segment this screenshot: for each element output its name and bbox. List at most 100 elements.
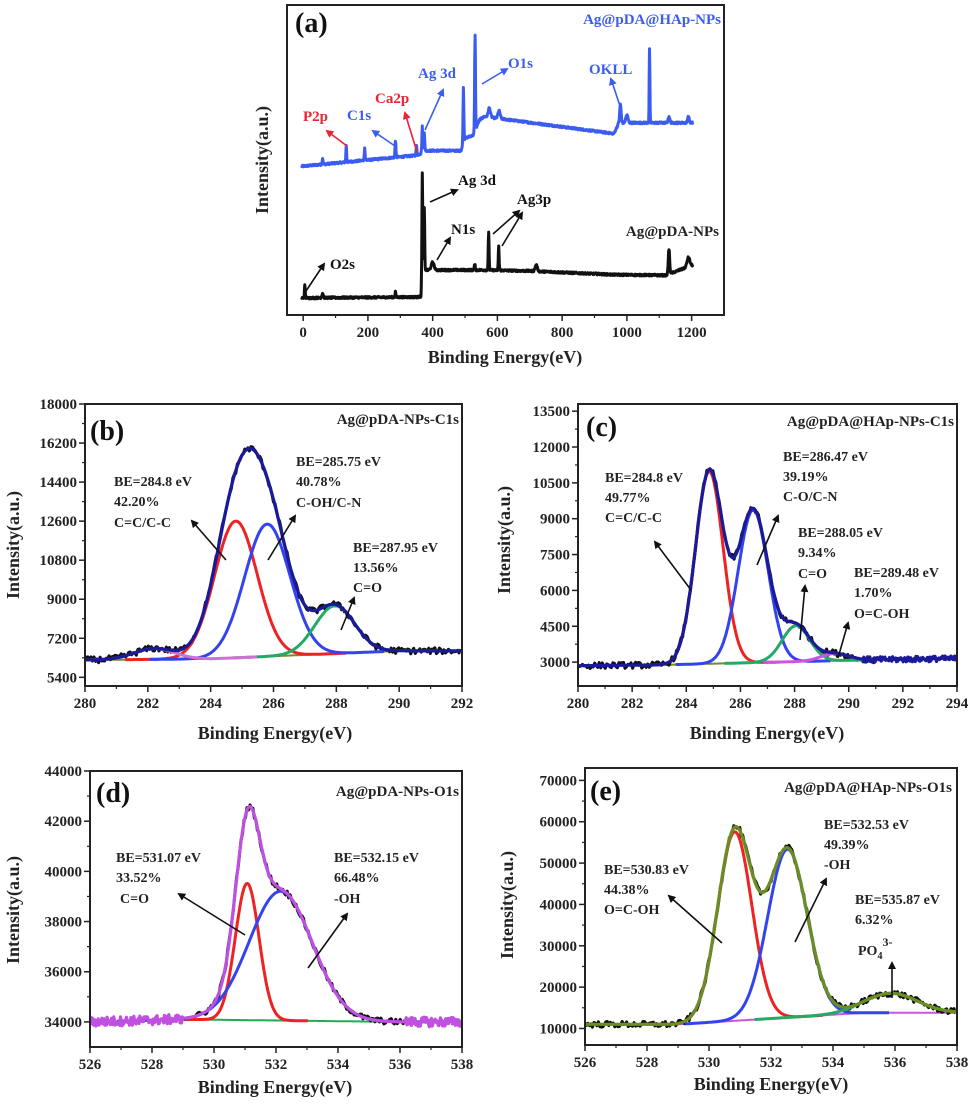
annotation-assignment: C=C/C-C — [605, 511, 662, 526]
y-axis-label: Intensity(a.u.) — [3, 856, 24, 964]
plot-panel-0: 0 200 400 600 800 1000 1200 — [286, 4, 725, 341]
plot-panel-4: 526 528 530 532 534 536 538 10000 20000 30000 4000… — [540, 767, 968, 1071]
y-tick-label: 9000 — [47, 592, 77, 608]
y-tick-label: 13500 — [533, 404, 571, 420]
assignment-subscript: 4 — [877, 951, 882, 962]
envelope-fit-line — [578, 467, 957, 668]
arrow-ag3d-blue — [424, 88, 445, 131]
plot-panel-2: 280 282 284 286 288 290 292 294 3000 4500 6000 7500… — [533, 403, 969, 712]
annotation-be: BE=532.53 eV — [824, 818, 909, 833]
y-tick-label: 34000 — [45, 1015, 83, 1031]
y-tick-label: 40000 — [45, 864, 83, 880]
y-tick-label: 9000 — [540, 512, 570, 528]
x-tick-label: 200 — [357, 325, 380, 341]
plot-frame — [577, 403, 958, 687]
panel-label: (c) — [586, 412, 617, 443]
series-label-pda: Ag@pDA-NPs — [626, 224, 719, 240]
annotation-percent: 42.20% — [114, 495, 160, 510]
x-tick-label: 400 — [421, 325, 444, 341]
x-tick-label: 280 — [567, 696, 590, 712]
panel-title: Ag@pDA@HAp-NPs-O1s — [784, 780, 952, 796]
annotation-ca2p: Ca2p — [375, 91, 409, 107]
y-tick-label: 70000 — [540, 773, 578, 789]
x-tick-label: 284 — [199, 696, 222, 712]
arrow — [799, 584, 809, 641]
x-tick-label: 290 — [388, 696, 411, 712]
component-peak-line — [684, 847, 890, 1026]
panel-a: (a) Ag@pDA@HAp-NPs Ag@pDA-NPs P2p C1s Ca… — [252, 8, 721, 368]
annotation-assignment: C=O — [798, 567, 827, 582]
x-tick-label: 530 — [698, 1055, 721, 1071]
y-tick-label: 7500 — [540, 548, 570, 564]
arrow — [837, 621, 851, 659]
annotation-be: BE=530.83 eV — [604, 863, 689, 878]
envelope-fit-line — [85, 446, 462, 662]
panel-d: (d) Ag@pDA-NPs-O1s BE=531.07 eV 33.52% C… — [3, 778, 459, 1098]
y-tick-label: 40000 — [540, 897, 578, 913]
annotation-percent: 66.48% — [334, 871, 380, 886]
y-tick-label: 12000 — [533, 440, 571, 456]
x-tick-label: 600 — [486, 325, 509, 341]
envelope-fit-line — [585, 825, 957, 1026]
y-axis-label: Intensity(a.u.) — [252, 106, 273, 214]
survey-line-ag-pda — [300, 171, 695, 301]
y-axis-label: Intensity(a.u.) — [494, 486, 515, 594]
y-tick-label: 20000 — [540, 980, 578, 996]
annotation-assignment: C=O — [353, 581, 382, 596]
y-tick-label: 4500 — [540, 619, 570, 635]
series-label-hap: Ag@pDA@HAp-NPs — [583, 12, 721, 28]
y-tick-label: 7200 — [47, 631, 77, 647]
y-tick-label: 44000 — [45, 764, 83, 780]
y-tick-label: 5400 — [47, 670, 77, 686]
annotation-percent: 13.56% — [353, 561, 399, 576]
x-tick-label: 536 — [389, 1057, 412, 1073]
x-tick-label: 292 — [451, 696, 474, 712]
annotation-p2p: P2p — [303, 109, 328, 125]
y-tick-label: 42000 — [45, 814, 83, 830]
panel-label: (d) — [96, 778, 130, 809]
plot-frame — [89, 770, 463, 1048]
arrow-p2p — [325, 129, 348, 147]
arrow — [653, 540, 692, 591]
annotation-be: BE=535.87 eV — [855, 893, 940, 908]
arrow-okll — [609, 77, 621, 107]
plot-panel-1: 280 282 284 286 288 290 292 5400 7200 9000 10800 12… — [40, 397, 474, 712]
x-axis-label: Binding Energy(eV) — [428, 347, 583, 368]
component-peak-line — [116, 889, 445, 1024]
y-tick-label: 14400 — [40, 475, 78, 491]
x-tick-label: 1000 — [612, 325, 642, 341]
x-tick-label: 0 — [299, 325, 307, 341]
annotation-o1s: O1s — [508, 56, 533, 72]
x-tick-label: 534 — [327, 1057, 350, 1073]
plot-frame — [286, 4, 725, 316]
annotation-assignment: C=C/C-C — [114, 516, 171, 531]
arrow — [177, 892, 246, 936]
y-tick-label: 10000 — [540, 1021, 578, 1037]
y-tick-label: 18000 — [40, 397, 78, 413]
x-tick-label: 532 — [265, 1057, 288, 1073]
y-tick-label: 6000 — [540, 583, 570, 599]
x-tick-label: 526 — [79, 1057, 102, 1073]
y-tick-label: 10500 — [533, 476, 571, 492]
x-tick-label: 290 — [837, 696, 860, 712]
annotation-assignment: O=C-OH — [604, 903, 660, 918]
x-tick-label: 1200 — [677, 325, 707, 341]
annotation-assignment: C=O — [120, 892, 149, 907]
panel-title: Ag@pDA-NPs-O1s — [336, 784, 459, 800]
arrow — [307, 912, 349, 969]
arrow-ag3d-black — [429, 188, 459, 203]
annotation-assignment: C-OH/C-N — [296, 496, 361, 511]
annotation-okll: OKLL — [589, 62, 632, 78]
assignment-main: PO — [858, 944, 878, 959]
annotation-percent: 6.32% — [855, 913, 894, 928]
x-tick-label: 532 — [760, 1055, 783, 1071]
y-tick-label: 30000 — [540, 939, 578, 955]
arrow — [267, 514, 297, 561]
annotation-be: BE=284.8 eV — [605, 471, 683, 486]
annotation-ag3d-black: Ag 3d — [458, 173, 497, 189]
y-axis-label: Intensity(a.u.) — [497, 851, 518, 959]
annotation-percent: 44.38% — [604, 883, 650, 898]
annotation-be: BE=286.47 eV — [783, 450, 868, 465]
